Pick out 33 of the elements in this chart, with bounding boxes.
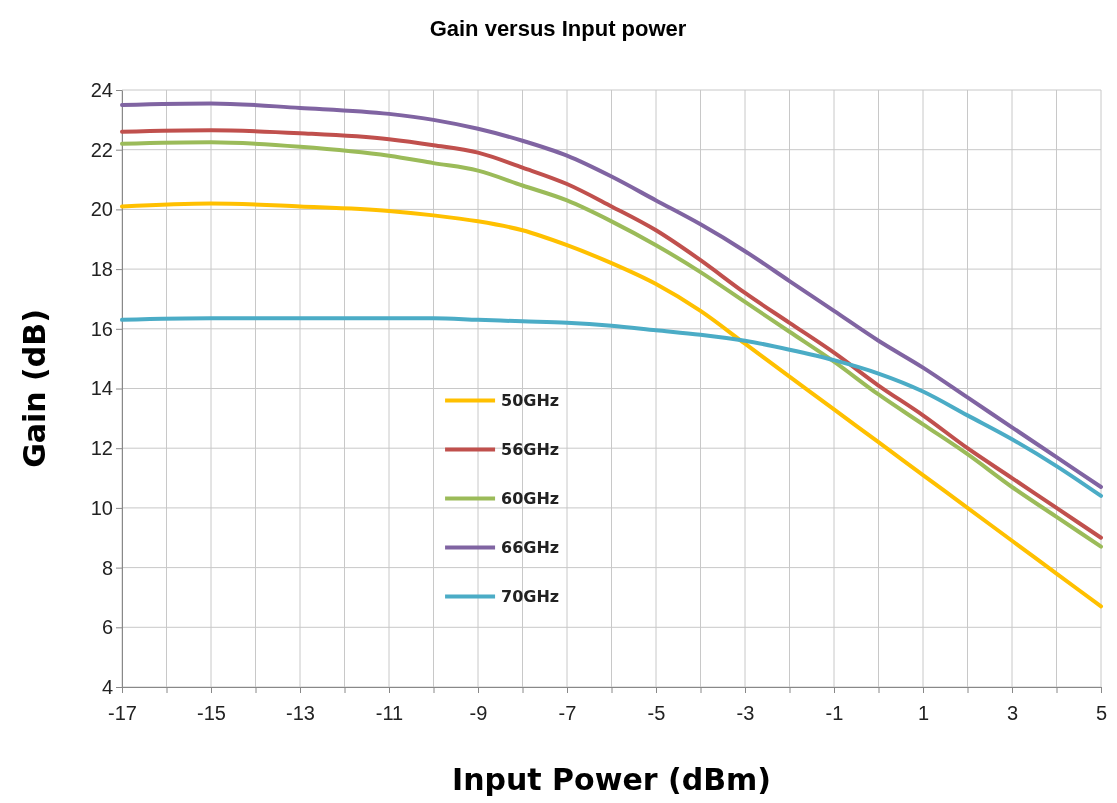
x-tick-label: 1: [917, 702, 930, 724]
y-tick-label: 12: [90, 437, 113, 460]
line-series: [120, 101, 1103, 490]
x-tick-label: -9: [469, 702, 488, 724]
x-tick-label: 3: [1006, 702, 1019, 724]
x-tick-label: -11: [375, 702, 404, 724]
y-tick-label: 20: [90, 198, 113, 221]
y-tick-label: 22: [90, 138, 113, 161]
chart-title: Gain versus Input power: [429, 16, 687, 41]
x-tick-label: 5: [1095, 702, 1108, 724]
legend-label: 60GHz: [501, 489, 560, 509]
y-tick-label: 4: [101, 675, 113, 698]
x-tick-label: -7: [558, 702, 577, 724]
x-tick-label: -1: [825, 702, 844, 724]
x-tick-label: -13: [286, 702, 315, 724]
x-axis-title: Input Power (dBm): [451, 762, 772, 797]
legend-label: 70GHz: [501, 587, 560, 607]
x-tick-label: -5: [647, 702, 666, 724]
y-tick-label: 24: [90, 78, 113, 101]
y-tick-label: 14: [90, 377, 113, 400]
legend-label: 50GHz: [501, 391, 560, 411]
line-series: [120, 201, 1103, 609]
y-tick-label: 6: [101, 616, 113, 639]
y-tick-label: 10: [90, 496, 113, 519]
x-tick-label: -3: [736, 702, 755, 724]
y-tick-label: 8: [101, 556, 113, 579]
legend-label: 56GHz: [501, 440, 560, 460]
y-tick-label: 18: [90, 258, 113, 280]
y-axis-title: Gain (dB): [17, 309, 52, 468]
x-tick-label: -15: [197, 702, 226, 724]
legend-label: 66GHz: [501, 538, 560, 558]
x-tick-label: -17: [108, 702, 137, 724]
y-tick-label: 16: [90, 317, 113, 340]
